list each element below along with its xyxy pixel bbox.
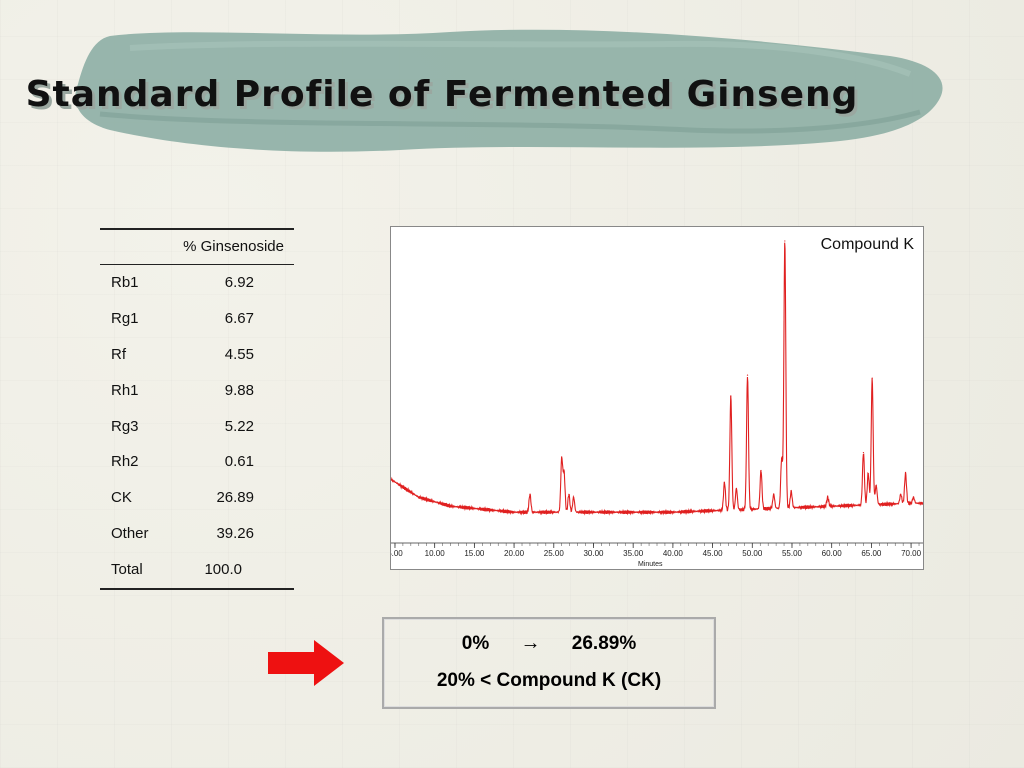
chart-peak (529, 493, 531, 495)
x-tick-label: 30.00 (583, 549, 604, 558)
row-value: 0.61 (224, 453, 254, 471)
chromatogram-chart: 5.00 10.00 15.00 20.00 25.00 30.00 35.00 40.00 4… (390, 226, 924, 570)
row-value: 26.89 (216, 489, 254, 507)
row-name: CK (111, 489, 132, 507)
table-row: Rb1 6.92 (100, 265, 294, 301)
row-value: 4.55 (224, 345, 254, 363)
result-change: 0% → 26.89% (384, 629, 714, 657)
x-tick-label: 45.00 (703, 549, 724, 558)
table-header: % Ginsenoside (100, 230, 294, 265)
chart-peak (746, 374, 749, 376)
row-name: Other (111, 525, 149, 543)
chart-peak (790, 490, 792, 492)
x-axis-label: Minutes (638, 561, 663, 568)
x-axis-ticks: 5.00 10.00 15.00 20.00 25.00 30.00 35.00 40.00 4… (391, 542, 923, 558)
x-tick-label: 20.00 (504, 549, 525, 558)
chart-peak (827, 496, 829, 498)
ginsenoside-table: % Ginsenoside Rb1 6.92 Rg1 6.67 Rf 4.55 Rh1… (100, 228, 294, 591)
x-tick-label: 15.00 (464, 549, 485, 558)
row-name: Rg1 (111, 309, 139, 327)
row-name: Rh2 (111, 453, 139, 471)
chart-peak (862, 451, 865, 454)
chromatogram-trace (391, 240, 923, 516)
chart-peak (561, 457, 563, 460)
chart-peak (773, 493, 775, 495)
chart-peak (568, 493, 570, 495)
chart-peak (784, 240, 786, 242)
x-tick-label: 70.00 (901, 549, 922, 558)
chart-peak (904, 472, 907, 475)
chart-peak (760, 469, 762, 472)
result-from: 0% (461, 633, 490, 654)
arrow-icon: → (520, 632, 541, 654)
x-tick-label: 10.00 (425, 549, 446, 558)
chart-peak (563, 472, 565, 475)
row-name: Rf (111, 345, 126, 363)
x-tick-label: 35.00 (623, 549, 644, 558)
row-value: 9.88 (224, 381, 254, 399)
table-row: Rg1 6.67 (100, 301, 294, 337)
chart-peak (875, 484, 877, 486)
chart-peak (735, 487, 737, 489)
table-row: Rh1 9.88 (100, 373, 294, 409)
x-tick-label: 40.00 (663, 549, 684, 558)
row-value: 5.22 (224, 417, 254, 435)
row-value: 39.26 (216, 525, 254, 543)
title-band (70, 18, 970, 158)
slide-title: Standard Profile of Fermented Ginseng (25, 74, 859, 115)
x-tick-label: 50.00 (742, 549, 763, 558)
peak-annotation: Compound K (820, 236, 914, 253)
table-row: Rf 4.55 (100, 337, 294, 373)
x-tick-label: 55.00 (782, 549, 803, 558)
row-name: Rg3 (111, 417, 139, 435)
chart-peak (723, 481, 726, 483)
table-row-total: Total 100.0 (100, 552, 294, 588)
table-row: Rh2 0.61 (100, 444, 294, 480)
brush-stroke-band (75, 29, 943, 152)
row-value: 6.67 (224, 309, 254, 327)
chart-peak (867, 472, 869, 475)
chart-peak (871, 377, 873, 379)
table-row: Other 39.26 (100, 516, 294, 552)
x-tick-label: 65.00 (861, 549, 882, 558)
right-arrow-icon (268, 640, 344, 686)
chart-peak (912, 496, 915, 498)
table-row: Rg3 5.22 (100, 409, 294, 445)
x-tick-label: 25.00 (544, 549, 565, 558)
chart-peak (730, 395, 732, 397)
chart-peak (781, 457, 783, 460)
x-tick-label: 5.00 (391, 549, 403, 558)
result-to: 26.89% (571, 633, 637, 654)
table-row: CK 26.89 (100, 480, 294, 516)
chart-peak (900, 493, 902, 495)
row-value: 100.0 (204, 561, 242, 579)
result-box: 0% → 26.89% 20% < Compound K (CK) (382, 617, 716, 709)
x-tick-label: 60.00 (822, 549, 843, 558)
chromatogram-svg: 5.00 10.00 15.00 20.00 25.00 30.00 35.00 40.00 4… (391, 240, 923, 568)
row-name: Rb1 (111, 274, 139, 291)
row-name: Rh1 (111, 381, 139, 399)
row-name: Total (111, 561, 143, 579)
chromatogram-line (391, 242, 923, 516)
result-conclusion: 20% < Compound K (CK) (436, 670, 662, 691)
row-value: 6.92 (224, 274, 254, 291)
chart-peak (573, 496, 575, 498)
